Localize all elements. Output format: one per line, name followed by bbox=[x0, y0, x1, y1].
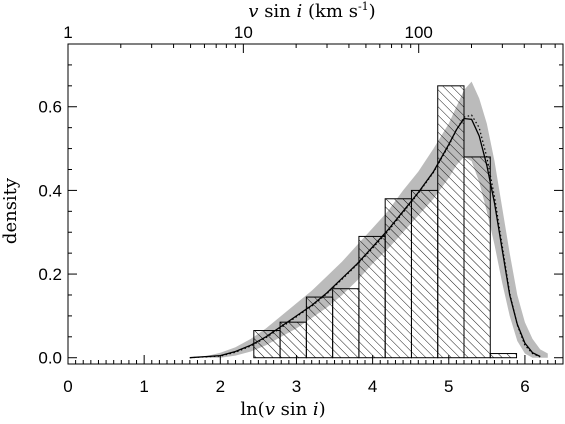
top-tick-label: 100 bbox=[405, 23, 433, 42]
x-axis-title-prefix: ln( bbox=[240, 399, 264, 420]
x-tick-label: 6 bbox=[520, 377, 529, 396]
histogram-bar bbox=[279, 321, 307, 359]
x-axis-title-v: v bbox=[265, 399, 275, 420]
top-axis-title-exponent: -1 bbox=[358, 0, 369, 13]
top-axis-title-close: ) bbox=[369, 1, 376, 22]
plot-frame bbox=[67, 43, 564, 365]
density-curve-dotted bbox=[189, 114, 541, 359]
density-curve-solid bbox=[189, 117, 541, 359]
x-tick-label: 4 bbox=[368, 377, 377, 396]
top-tick-label: 1 bbox=[63, 23, 72, 42]
y-axis-title: density bbox=[0, 177, 21, 244]
y-tick-label: 0.0 bbox=[38, 349, 62, 368]
top-axis-title: v sin i (km s-1) bbox=[248, 0, 375, 22]
x-axis-title-sin: sin bbox=[275, 399, 313, 420]
y-tick-label: 0.4 bbox=[38, 181, 62, 200]
top-axis-title-sin: sin bbox=[258, 1, 296, 22]
x-tick-label: 5 bbox=[444, 377, 453, 396]
x-axis-title-i: i bbox=[313, 399, 319, 420]
x-tick-label: 3 bbox=[292, 377, 301, 396]
top-axis-title-v: v bbox=[248, 1, 258, 22]
histogram-bar bbox=[384, 198, 412, 359]
y-tick-label: 0.2 bbox=[38, 265, 62, 284]
histogram-bar bbox=[332, 288, 360, 359]
x-tick-label: 2 bbox=[216, 377, 225, 396]
histogram-bar bbox=[463, 156, 491, 359]
density-curves-layer bbox=[189, 114, 541, 359]
x-tick-label: 1 bbox=[139, 377, 148, 396]
x-axis-title-suffix: ) bbox=[319, 399, 326, 420]
x-tick-label: 0 bbox=[63, 377, 72, 396]
top-tick-label: 10 bbox=[234, 23, 253, 42]
top-axis-title-unit: (km s bbox=[302, 1, 358, 22]
histogram-bar bbox=[358, 235, 386, 359]
histogram-layer bbox=[253, 85, 518, 359]
histogram-bar bbox=[437, 85, 465, 359]
top-axis-title-i: i bbox=[297, 1, 303, 22]
y-tick-label: 0.6 bbox=[38, 98, 62, 117]
ticks-layer: 0 1 2 3 4 5 6 0.0 0.2 0.4 0.6 1 10 100 bbox=[38, 23, 564, 396]
histogram-bar bbox=[253, 330, 281, 359]
x-axis-title: ln(v sin i) bbox=[240, 399, 325, 420]
histogram-bar bbox=[489, 353, 518, 359]
histogram-bar bbox=[410, 189, 439, 359]
